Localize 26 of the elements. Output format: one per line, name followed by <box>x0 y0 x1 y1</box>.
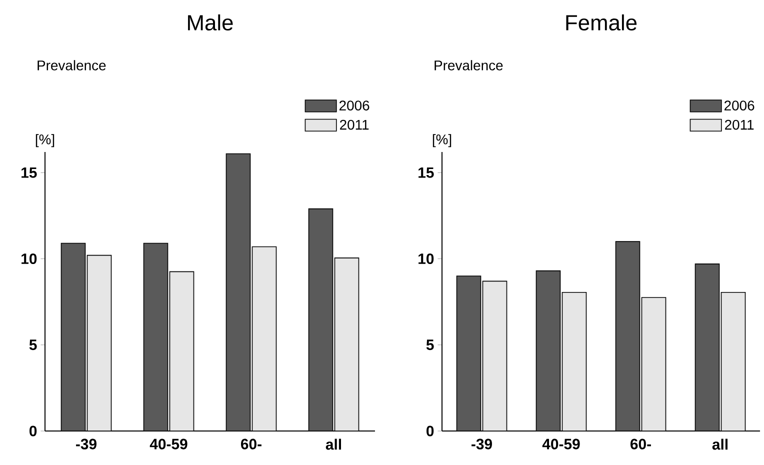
x-tick-label: 40-59 <box>542 438 580 450</box>
x-tick-label: all <box>712 438 728 450</box>
y-tick-label: 5 <box>29 340 37 350</box>
x-tick-label: all <box>326 438 341 450</box>
y-tick-label: 15 <box>418 167 434 178</box>
y-axis-title: Prevalence <box>38 60 106 70</box>
y-tick-label: 10 <box>418 253 434 264</box>
y-tick-label: 0 <box>30 426 37 436</box>
legend-label: 2006 <box>724 100 754 111</box>
y-axis-title: Prevalence <box>434 60 503 70</box>
legend-label: 2006 <box>339 100 370 111</box>
y-tick-label: 15 <box>22 167 37 178</box>
text: [%] <box>36 134 54 148</box>
chart-title: Male <box>188 14 233 31</box>
chart-title: Female <box>566 14 637 31</box>
x-tick-label: 60- <box>240 438 262 450</box>
legend-label: 2011 <box>340 120 369 130</box>
y-tick-label: 10 <box>22 253 37 264</box>
x-tick-label: 40-59 <box>150 438 188 450</box>
x-tick-label: -39 <box>76 438 96 450</box>
x-tick-label: -39 <box>472 438 492 450</box>
legend-label: 2011 <box>725 120 754 130</box>
text: [%] <box>432 134 452 148</box>
x-tick-label: 60- <box>630 438 651 450</box>
y-tick-label: 0 <box>426 426 434 436</box>
y-tick-label: 5 <box>426 340 434 350</box>
